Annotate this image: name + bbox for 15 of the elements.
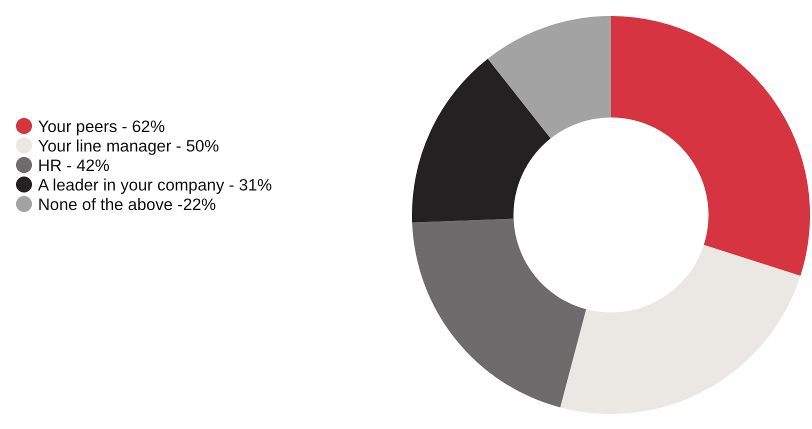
data-label: 42% [76,156,110,175]
donut-slice [611,16,810,276]
donut-slice [412,58,551,223]
legend-label: Your line manager - [38,137,186,156]
legend-label: Your peers - [38,118,132,136]
legend-label: None of the above - [38,196,183,214]
data-label: 22% [182,196,216,214]
data-label: 62% [132,118,166,136]
donut-slice [488,16,611,138]
donut-slice [560,244,800,414]
donut-slice [412,218,586,408]
legend-label: HR - [38,156,76,175]
data-label: 31% [238,176,272,194]
data-label: 50% [186,137,220,156]
legend-label: A leader in your company - [38,176,239,194]
